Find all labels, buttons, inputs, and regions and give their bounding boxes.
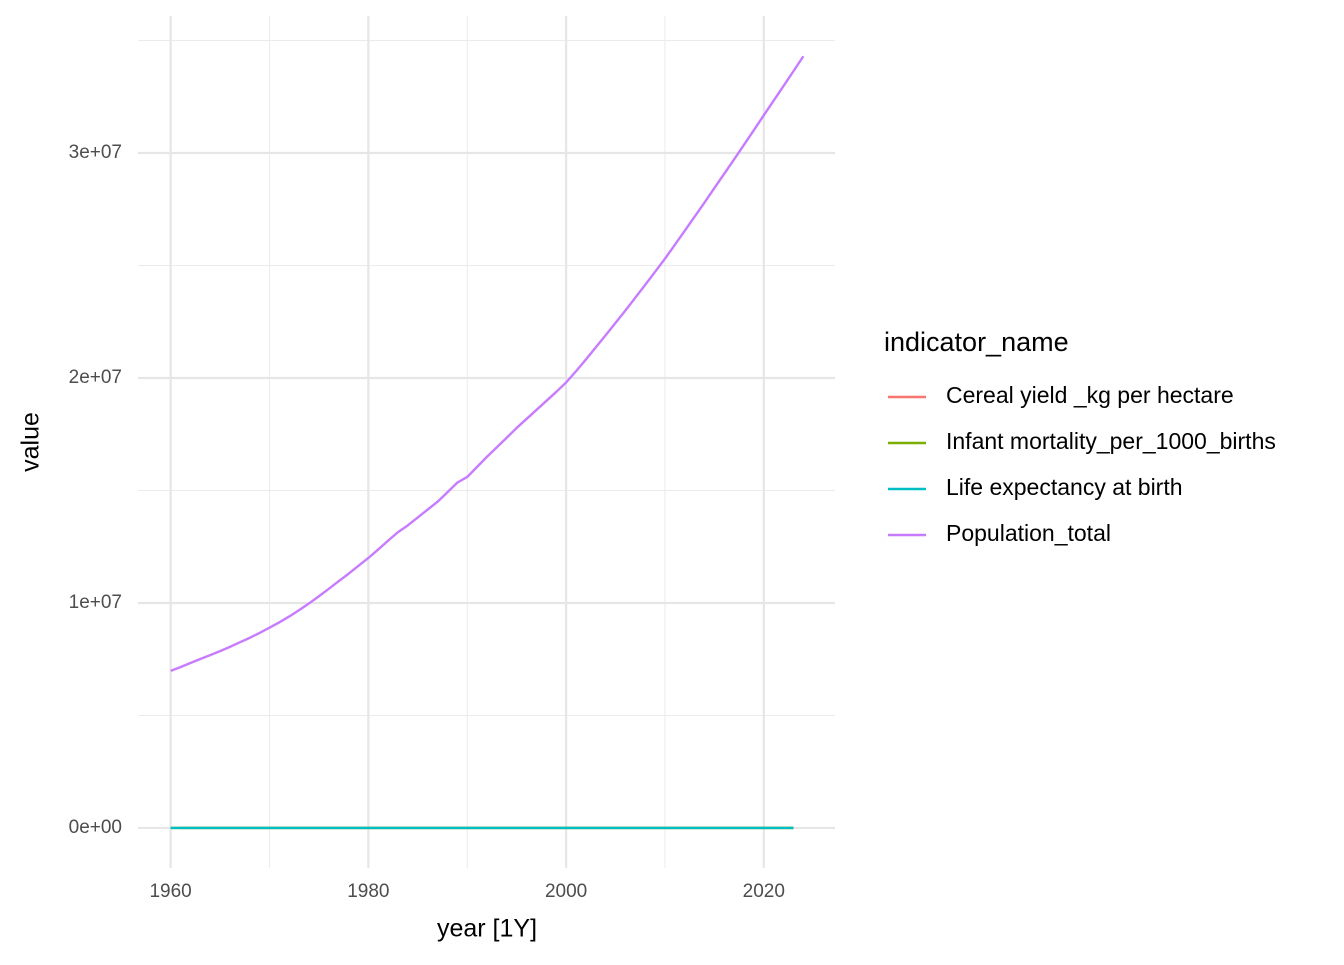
x-axis-title: year [1Y] <box>437 915 537 943</box>
y-tick-label: 1e+07 <box>69 592 122 613</box>
legend-label: Infant mortality_per_1000_births <box>946 428 1276 454</box>
x-tick-label: 1960 <box>149 881 191 902</box>
y-tick-label: 2e+07 <box>69 367 122 388</box>
y-tick-label: 3e+07 <box>69 142 122 163</box>
series-line <box>171 56 804 671</box>
x-tick-label: 2000 <box>545 881 587 902</box>
legend: indicator_name Cereal yield _kg per hect… <box>884 327 1276 546</box>
x-tick-label: 2020 <box>743 881 785 902</box>
legend-label: Life expectancy at birth <box>946 474 1183 500</box>
grid <box>138 16 835 868</box>
legend-label: Cereal yield _kg per hectare <box>946 382 1234 408</box>
ticks: 0e+00 1e+07 2e+07 3e+07 1960 1980 2000 2020 <box>69 142 785 902</box>
y-axis-title: value <box>17 412 45 472</box>
legend-title: indicator_name <box>884 327 1069 357</box>
legend-label: Population_total <box>946 520 1111 546</box>
x-tick-label: 1980 <box>347 881 389 902</box>
plot-lines <box>171 56 804 828</box>
y-tick-label: 0e+00 <box>69 817 122 838</box>
